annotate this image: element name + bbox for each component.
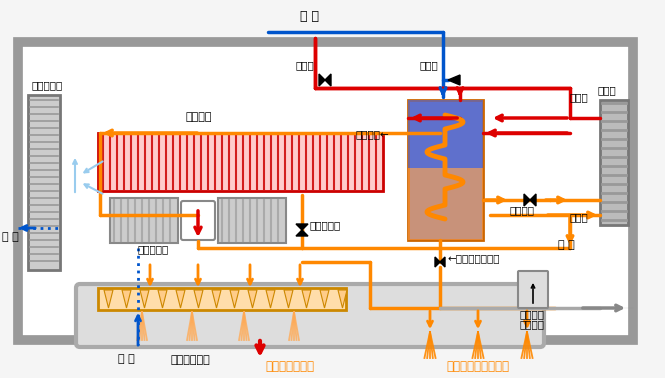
Polygon shape xyxy=(212,290,221,308)
FancyBboxPatch shape xyxy=(28,95,60,270)
FancyBboxPatch shape xyxy=(18,42,633,340)
Text: 暖房往: 暖房往 xyxy=(570,92,589,102)
Text: マイクロ弁: マイクロ弁 xyxy=(310,220,341,230)
FancyBboxPatch shape xyxy=(518,271,548,308)
Text: 循環ファン: 循環ファン xyxy=(138,244,170,254)
Text: マイクロミスト: マイクロミスト xyxy=(265,360,315,373)
Text: 換気ファン: 換気ファン xyxy=(32,80,63,90)
Text: フロート: フロート xyxy=(519,309,544,319)
Polygon shape xyxy=(440,257,445,267)
Polygon shape xyxy=(319,74,325,86)
Polygon shape xyxy=(524,194,530,206)
Polygon shape xyxy=(296,224,308,230)
Text: 温風吹き出し: 温風吹き出し xyxy=(170,355,210,365)
Polygon shape xyxy=(435,257,440,267)
Polygon shape xyxy=(325,74,331,86)
Polygon shape xyxy=(158,290,167,308)
Polygon shape xyxy=(338,290,347,308)
FancyBboxPatch shape xyxy=(600,100,628,225)
Text: 給 水: 給 水 xyxy=(301,10,319,23)
Polygon shape xyxy=(140,290,149,308)
FancyBboxPatch shape xyxy=(76,284,544,347)
Polygon shape xyxy=(230,290,239,308)
FancyBboxPatch shape xyxy=(408,168,483,240)
Polygon shape xyxy=(266,290,275,308)
Polygon shape xyxy=(302,290,311,308)
Polygon shape xyxy=(194,290,203,308)
Polygon shape xyxy=(320,290,329,308)
Text: 熱動弁: 熱動弁 xyxy=(295,60,314,70)
Text: 液液熱交←: 液液熱交← xyxy=(355,129,389,139)
Text: 排 気: 排 気 xyxy=(2,232,19,242)
FancyBboxPatch shape xyxy=(181,201,215,240)
Text: 逆止弁: 逆止弁 xyxy=(420,60,439,70)
FancyBboxPatch shape xyxy=(218,198,286,243)
Polygon shape xyxy=(530,194,536,206)
Text: 熱源機: 熱源機 xyxy=(598,85,616,95)
FancyBboxPatch shape xyxy=(408,100,483,168)
Text: 給 気: 給 気 xyxy=(118,354,135,364)
Polygon shape xyxy=(284,290,293,308)
Polygon shape xyxy=(122,290,131,308)
FancyBboxPatch shape xyxy=(408,100,483,240)
Text: 水比例弁: 水比例弁 xyxy=(510,205,535,215)
Text: スイッチ: スイッチ xyxy=(519,319,544,329)
Polygon shape xyxy=(296,230,308,236)
Polygon shape xyxy=(448,75,460,85)
Polygon shape xyxy=(176,290,185,308)
Text: ←スプラッシュ弁: ←スプラッシュ弁 xyxy=(447,253,499,263)
Polygon shape xyxy=(248,290,257,308)
Text: スプラッシュミスト: スプラッシュミスト xyxy=(446,360,509,373)
Text: 温風熱交: 温風熱交 xyxy=(185,112,211,122)
FancyBboxPatch shape xyxy=(98,288,346,310)
Polygon shape xyxy=(104,290,113,308)
FancyBboxPatch shape xyxy=(98,133,383,191)
Text: 排 水: 排 水 xyxy=(558,240,575,250)
FancyBboxPatch shape xyxy=(110,198,178,243)
Text: 暖房戻: 暖房戻 xyxy=(570,212,589,222)
